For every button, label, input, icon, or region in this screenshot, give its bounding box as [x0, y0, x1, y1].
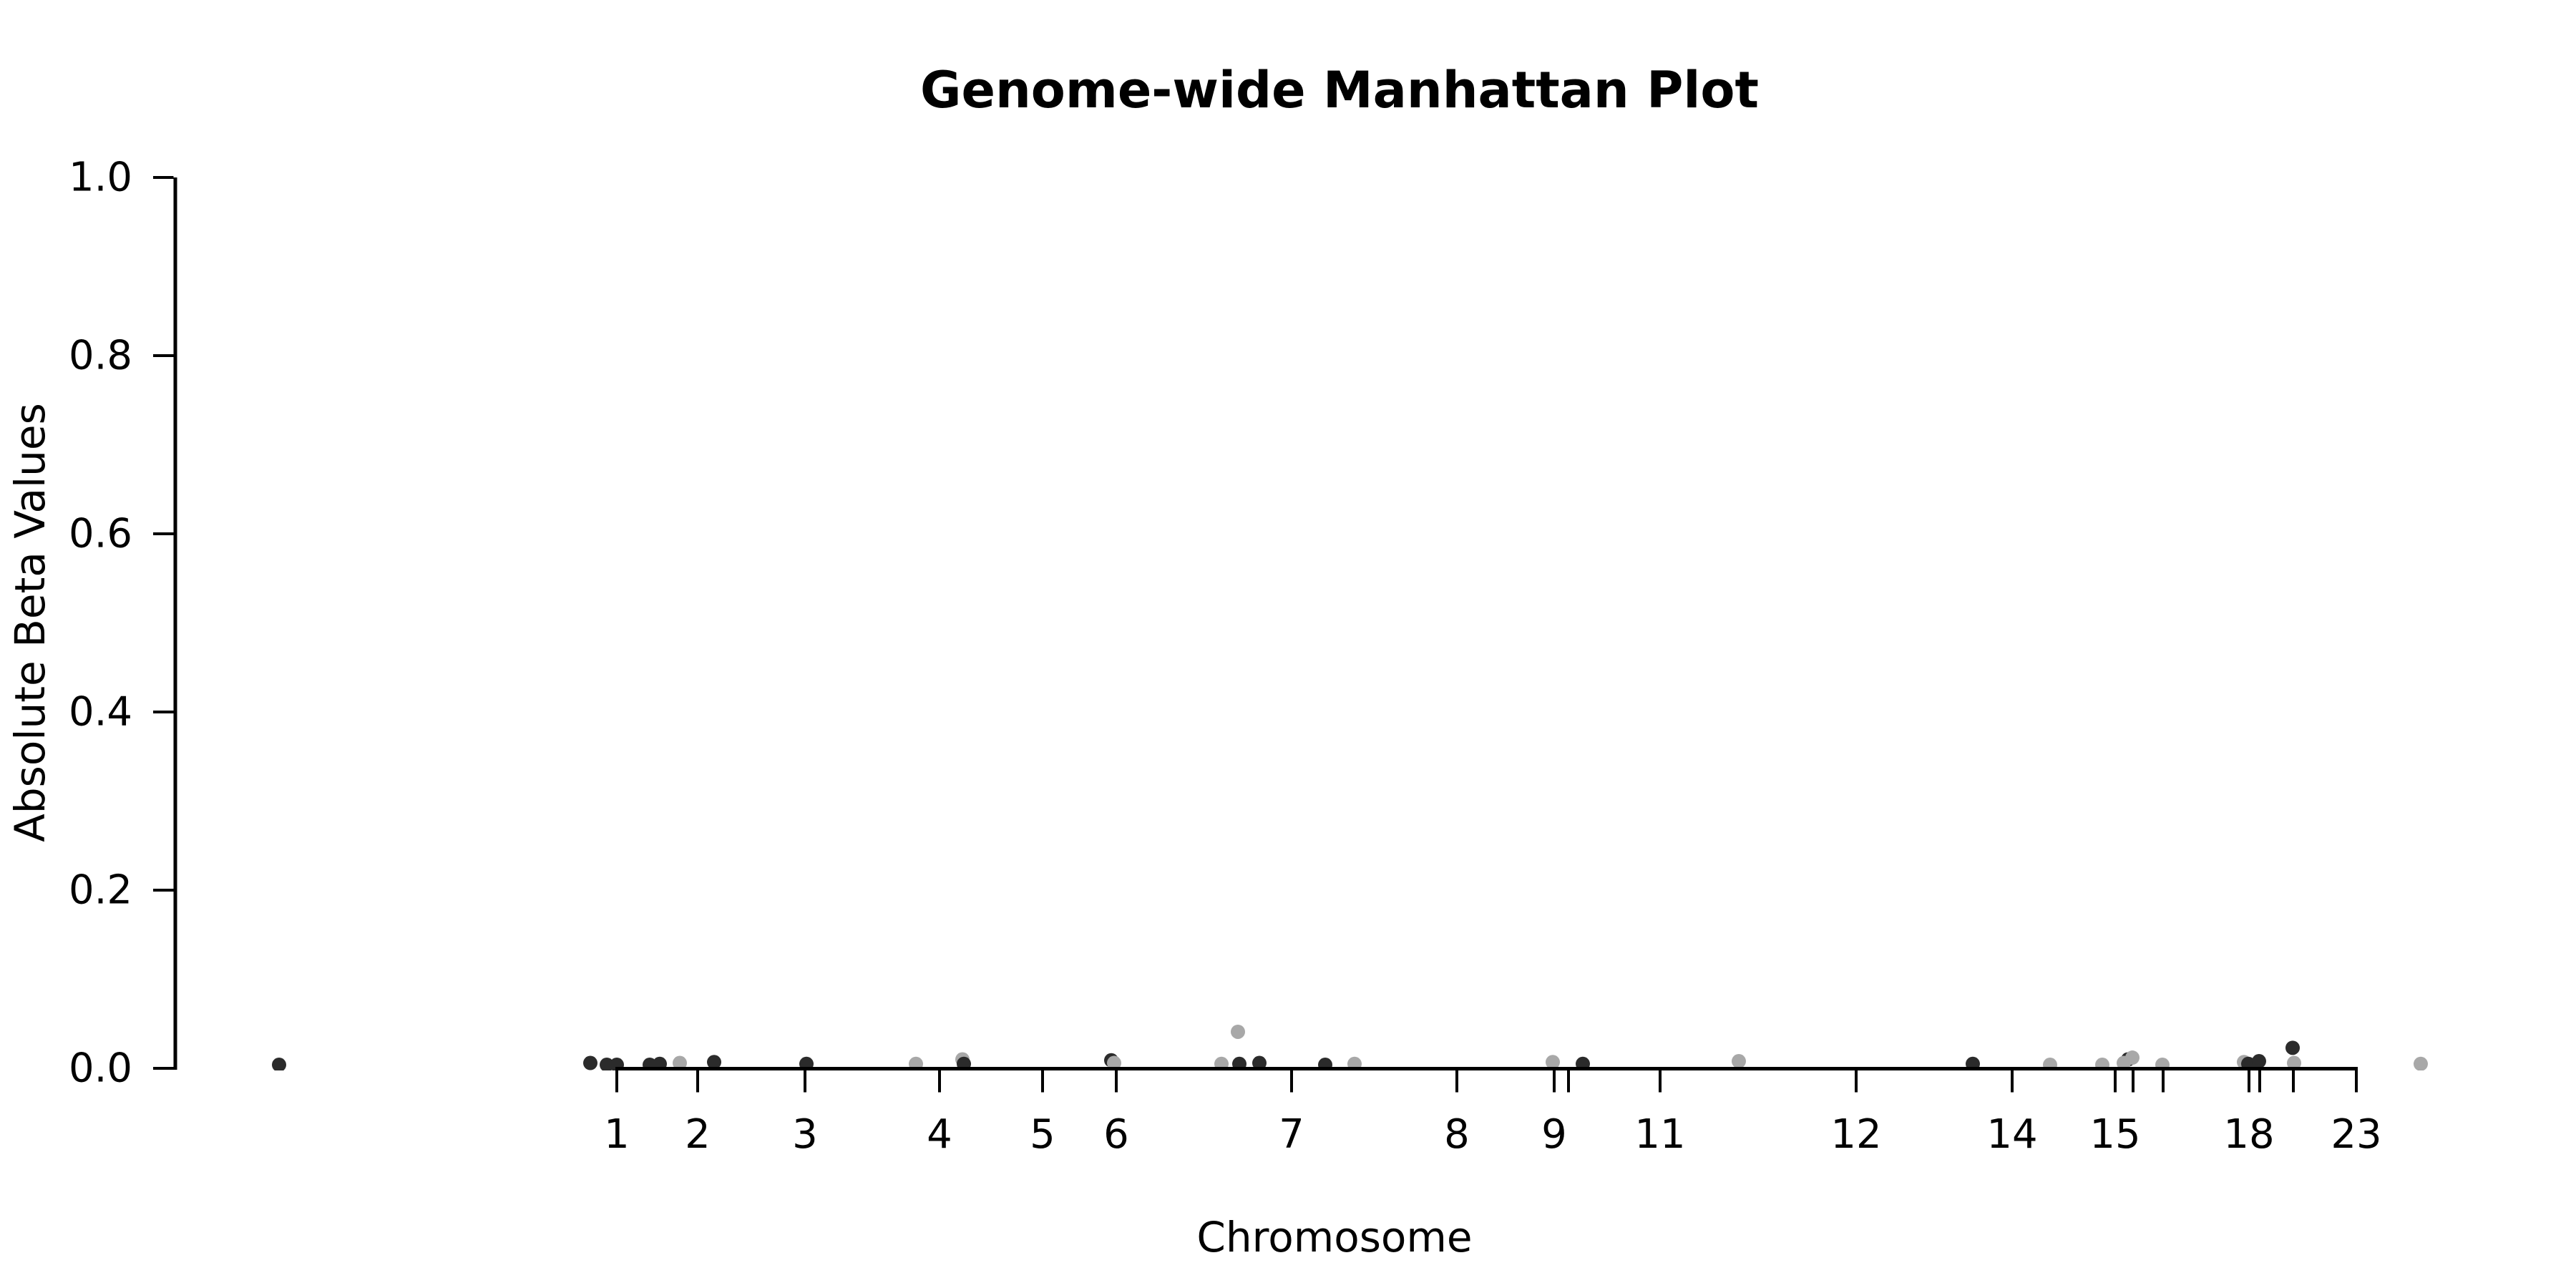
x-axis-label: Chromosome — [1196, 1213, 1473, 1262]
y-axis-label: Absolute Beta Values — [6, 403, 54, 842]
x-tick-label-chr12: 12 — [1830, 1111, 1881, 1158]
x-tick-label-chr3: 3 — [792, 1111, 818, 1158]
data-point-chr1 — [272, 1058, 286, 1070]
x-tick-label-chr4: 4 — [927, 1111, 952, 1158]
y-tick-label: 0.6 — [69, 511, 132, 557]
data-point-chr21 — [2285, 1040, 2300, 1055]
x-tick-label-chr7: 7 — [1279, 1111, 1304, 1158]
x-tick-label-chr18: 18 — [2223, 1111, 2274, 1158]
data-points-layer — [272, 1024, 2428, 1070]
data-point-chr19 — [2252, 1054, 2266, 1069]
data-point-chr3 — [707, 1055, 721, 1070]
data-point-chr1 — [583, 1055, 597, 1070]
data-point-chr21 — [2287, 1055, 2301, 1070]
x-tick-label-chr14: 14 — [1986, 1111, 2037, 1158]
data-point-chr16 — [2125, 1050, 2140, 1065]
data-point-chr11 — [1732, 1054, 1746, 1069]
x-tick-label-chr1: 1 — [604, 1111, 630, 1158]
data-point-chr2 — [673, 1055, 687, 1070]
data-point-chr6 — [1107, 1055, 1121, 1070]
data-point-chr6 — [1231, 1024, 1245, 1039]
y-tick-label: 0.0 — [69, 1045, 132, 1092]
x-tick-label-chr5: 5 — [1030, 1111, 1055, 1158]
data-point-chr23 — [2414, 1056, 2428, 1070]
x-tick-label-chr15: 15 — [2089, 1111, 2140, 1158]
y-tick-label: 1.0 — [69, 155, 132, 201]
y-tick-label: 0.2 — [69, 867, 132, 914]
y-tick-label: 0.4 — [69, 689, 132, 736]
x-tick-label-chr11: 11 — [1634, 1111, 1685, 1158]
x-tick-label-chr8: 8 — [1444, 1111, 1470, 1158]
data-point-chr9 — [1546, 1055, 1560, 1070]
y-tick-label: 0.8 — [69, 333, 132, 379]
x-tick-label-chr6: 6 — [1103, 1111, 1129, 1158]
chart-title: Genome-wide Manhattan Plot — [920, 61, 1759, 119]
data-point-chr7 — [1252, 1055, 1267, 1070]
x-tick-label-chr2: 2 — [685, 1111, 711, 1158]
x-tick-label-chr23: 23 — [2331, 1111, 2381, 1158]
x-tick-label-chr9: 9 — [1541, 1111, 1567, 1158]
